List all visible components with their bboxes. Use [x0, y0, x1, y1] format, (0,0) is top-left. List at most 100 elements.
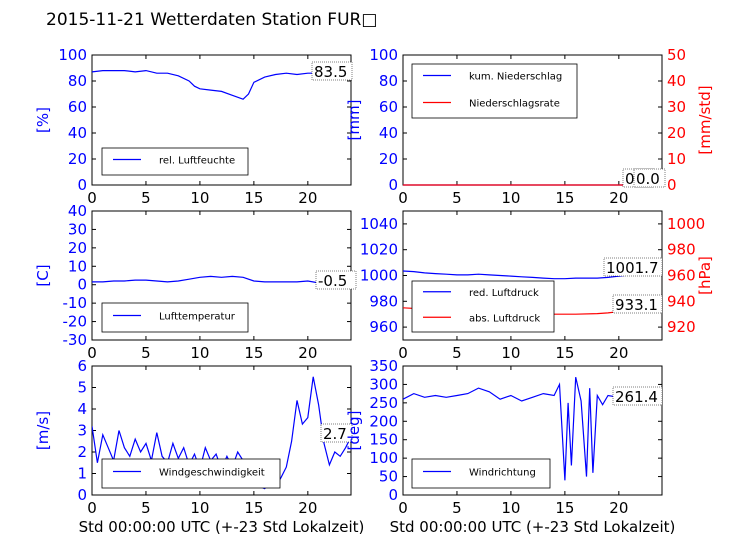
- y-axis-label: [m/s]: [34, 411, 52, 450]
- y-tick-label: 960: [369, 318, 398, 336]
- y-tick-label-right: 20: [667, 124, 686, 142]
- x-tick-label: 5: [141, 189, 151, 207]
- legend-label: kum. Niederschlag: [469, 72, 562, 83]
- value-readout-box: [311, 61, 353, 81]
- value-readout-box: [315, 270, 357, 290]
- y-axis-label: [deg]: [345, 411, 363, 451]
- value-readout: 83.5: [314, 63, 347, 81]
- x-tick-label: 15: [244, 189, 263, 207]
- x-tick-label: 15: [555, 499, 574, 517]
- value-readout-box: [603, 257, 663, 277]
- value-readout: -0.5: [318, 272, 347, 290]
- x-tick-label: 20: [298, 189, 317, 207]
- y-tick-label: 100: [369, 46, 398, 64]
- x-tick-label: 20: [298, 499, 317, 517]
- x-tick-label: 15: [555, 189, 574, 207]
- value-readout-2: 0.0: [636, 170, 660, 188]
- y-tick-label: 200: [369, 412, 398, 430]
- y-tick-label: 40: [68, 124, 87, 142]
- y-tick-label: 980: [369, 292, 398, 310]
- x-tick-label: 0: [398, 344, 408, 362]
- y-tick-label: 1020: [360, 241, 398, 259]
- legend-label: rel. Luftfeuchte: [159, 156, 235, 167]
- series-line-1: [92, 69, 351, 100]
- x-tick-label: 15: [555, 344, 574, 362]
- y-tick-label-right: 40: [667, 72, 686, 90]
- y-tick-label: 2: [77, 443, 87, 461]
- legend-box: [101, 458, 281, 489]
- x-tick-label: 10: [501, 344, 520, 362]
- y-tick-label: 20: [68, 239, 87, 257]
- x-tick-label: 10: [190, 344, 209, 362]
- x-tick-label: 20: [609, 344, 628, 362]
- subplot-2: 0 5 10 15 20 0 20 40 60 80 100 0 10 20 30 40 50 [mm] [mm/s…: [345, 46, 714, 207]
- x-tick-label: 5: [452, 499, 462, 517]
- y-tick-label-right: 920: [667, 318, 696, 336]
- value-readout: 2.7: [323, 425, 347, 443]
- x-tick-label: 10: [501, 499, 520, 517]
- series-line-1: [403, 270, 662, 280]
- x-tick-label: 10: [190, 189, 209, 207]
- x-tick-label: 10: [190, 499, 209, 517]
- y-tick-label: 350: [369, 357, 398, 375]
- y-tick-label: 5: [77, 379, 87, 397]
- legend-box: [411, 63, 578, 119]
- y-tick-label: 150: [369, 431, 398, 449]
- y-tick-label: 1: [77, 465, 87, 483]
- y-tick-label: 10: [68, 257, 87, 275]
- y-tick-label: 4: [77, 400, 87, 418]
- y-tick-label: 250: [369, 394, 398, 412]
- y-tick-label: 30: [68, 220, 87, 238]
- figure-title: 2015-11-21 Wetterdaten Station FUR□: [46, 10, 378, 30]
- y-tick-label: 300: [369, 375, 398, 393]
- x-tick-label: 0: [398, 189, 408, 207]
- y-axis-label: [mm]: [345, 100, 363, 141]
- series-line-1: [92, 275, 351, 287]
- y-axis-label: [C]: [34, 264, 52, 286]
- legend-label: red. Luftdruck: [469, 288, 539, 299]
- y-tick-label: 0: [77, 486, 87, 504]
- y-tick-label-right: 10: [667, 150, 686, 168]
- legend-label: Windgeschwindigkeit: [159, 468, 265, 479]
- y-tick-label-right: 940: [667, 292, 696, 310]
- x-tick-label: 5: [141, 344, 151, 362]
- y-tick-label: 50: [379, 468, 398, 486]
- x-tick-label: 10: [501, 189, 520, 207]
- value-readout-2-box: [633, 168, 666, 188]
- series-line-1: [403, 376, 662, 481]
- y-tick-label-right: 0: [667, 176, 677, 194]
- x-axis-label: Std 00:00:00 UTC (+-23 Std Lokalzeit): [390, 518, 676, 536]
- y-tick-label: 40: [379, 124, 398, 142]
- y-tick-label: 1000: [360, 267, 398, 285]
- y-tick-label: 0: [77, 276, 87, 294]
- x-tick-label: 0: [87, 189, 97, 207]
- x-tick-label: 15: [244, 344, 263, 362]
- legend-box: [411, 458, 551, 489]
- y-tick-label: 20: [68, 150, 87, 168]
- y-tick-label: 40: [68, 202, 87, 220]
- y-tick-label-right: 1000: [667, 215, 705, 233]
- x-tick-label: 20: [298, 344, 317, 362]
- y-tick-label: -30: [63, 331, 88, 349]
- y-tick-label-right: 960: [667, 267, 696, 285]
- x-tick-label: 5: [452, 344, 462, 362]
- legend-label: Niederschlagsrate: [469, 99, 560, 110]
- legend-box: [101, 302, 249, 333]
- legend-label: Windrichtung: [469, 468, 536, 479]
- legend-box: [101, 147, 249, 176]
- y-axis-label: [%]: [34, 107, 52, 133]
- subplot-3: 0 5 10 15 20-30-20-10010203040[C]Lufttempera…: [34, 202, 357, 362]
- y-tick-label: 6: [77, 357, 87, 375]
- value-readout-2-box: [612, 294, 663, 314]
- legend-label: abs. Luftdruck: [469, 313, 540, 324]
- y-tick-label: 60: [379, 98, 398, 116]
- subplot-1: 0 5 10 15 20 0 20 40 60 80 100 [%] rel. Luftfeuchte 8…: [34, 46, 353, 207]
- y-tick-label: 100: [58, 46, 87, 64]
- subplot-4: 0 5 10 15 20 960 980 1000 1020 1040 920 940 960 980 10…: [360, 210, 714, 362]
- subplot-5: 0 5 10 15 200123456[m/s]Windgeschwindigkeit2…: [34, 357, 353, 517]
- y-tick-label: -20: [63, 313, 88, 331]
- y-tick-label-right: 30: [667, 98, 686, 116]
- y-tick-label-right: 50: [667, 46, 686, 64]
- value-readout-box: [320, 423, 353, 443]
